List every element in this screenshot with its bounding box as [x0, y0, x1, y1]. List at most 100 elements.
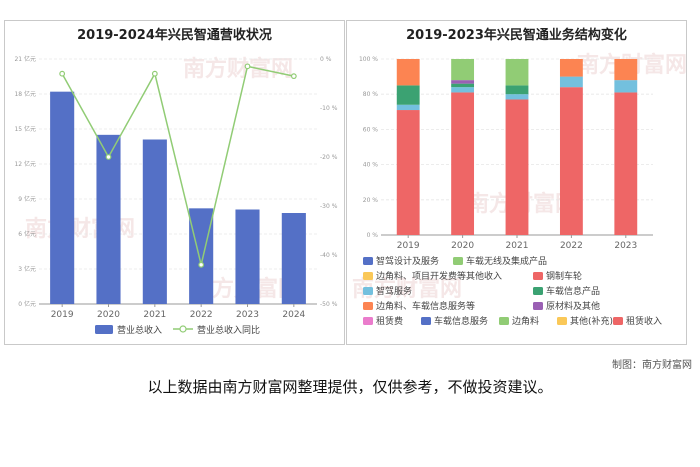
y-tick-label-left: 12 亿元: [14, 160, 36, 168]
legend-label: 租赁收入: [626, 315, 662, 327]
revenue-bar: [189, 208, 214, 304]
legend-label: 边角料、项目开发费等其他收入: [376, 270, 502, 282]
stack-segment: [505, 85, 529, 95]
stack-segment: [505, 94, 529, 100]
legend-label: 边角料: [512, 315, 539, 327]
stack-segment: [559, 87, 583, 235]
stack-segment: [505, 99, 529, 235]
legend-swatch: [363, 257, 373, 265]
legend-swatch: [363, 317, 373, 325]
yoy-point: [59, 70, 66, 77]
legend-label: 原材料及其他: [546, 300, 600, 312]
legend-label: 营业总收入同比: [197, 324, 260, 336]
revenue-chart-panel: 2019-2024年兴民智通营收状况 南方财富网 南方财富网 南方财富网 0 亿…: [4, 20, 345, 345]
x-tick-label: 2021: [506, 241, 529, 251]
y-tick-label-right: -40 %: [320, 252, 338, 259]
legend-swatch: [453, 257, 463, 265]
stack-segment: [451, 80, 475, 84]
legend-label: 车载无线及集成产品: [466, 255, 547, 267]
legend-swatch: [363, 272, 373, 280]
legend-swatch: [363, 287, 373, 295]
y-tick-label-right: 0 %: [320, 56, 332, 63]
disclaimer-text: 以上数据由南方财富网整理提供，仅供参考，不做投资建议。: [147, 378, 553, 396]
yoy-point: [151, 70, 158, 77]
stack-segment: [451, 87, 475, 93]
y-tick-label: 40 %: [363, 162, 379, 169]
stack-segment: [451, 59, 475, 81]
stack-segment: [396, 104, 420, 111]
y-tick-label-right: -30 %: [320, 203, 338, 210]
structure-chart-title: 2019-2023年兴民智通业务结构变化: [406, 28, 627, 43]
revenue-bar: [281, 213, 306, 304]
revenue-bar: [96, 134, 121, 304]
legend-swatch: [421, 317, 431, 325]
x-tick-label: 2020: [97, 310, 120, 320]
stack-segment: [559, 76, 583, 88]
y-tick-label: 80 %: [363, 91, 379, 98]
legend-swatch: [613, 317, 623, 325]
stack-segment: [505, 59, 529, 86]
y-tick-label: 0 %: [367, 232, 379, 239]
revenue-chart-svg: 0 亿元 3 亿元 6 亿元 9 亿元 12 亿元 15 亿元 18 亿元 21 亿元 0 % -…: [14, 55, 338, 336]
legend-label: 钢制车轮: [546, 270, 582, 282]
legend-label: 智驾设计及服务: [376, 255, 439, 267]
legend-swatch: [179, 325, 187, 333]
x-tick-label: 2023: [236, 310, 259, 320]
y-tick-label-right: -20 %: [320, 154, 338, 161]
legend-label: 租赁费: [376, 315, 403, 327]
stack-segment: [559, 59, 583, 77]
legend-swatch: [557, 317, 567, 325]
x-tick-label: 2024: [282, 310, 305, 320]
legend-label: 车载信息产品: [546, 285, 600, 297]
x-tick-label: 2020: [451, 241, 474, 251]
revenue-bar: [50, 91, 75, 305]
legend-swatch: [533, 272, 543, 280]
y-tick-label: 20 %: [363, 197, 379, 204]
y-tick-label-left: 6 亿元: [18, 230, 36, 238]
y-tick-label: 100 %: [359, 56, 378, 63]
x-tick-label: 2022: [560, 241, 583, 251]
stack-segment: [614, 59, 638, 81]
y-tick-label-left: 0 亿元: [18, 300, 36, 308]
yoy-point: [244, 63, 251, 70]
x-tick-label: 2023: [614, 241, 637, 251]
x-tick-label: 2021: [143, 310, 166, 320]
y-tick-label-right: -50 %: [320, 301, 338, 308]
revenue-bar: [142, 139, 167, 304]
x-tick-label: 2022: [190, 310, 213, 320]
yoy-line: [61, 65, 294, 265]
stack-segment: [614, 92, 638, 235]
yoy-point: [105, 154, 112, 160]
stack-segment: [451, 92, 475, 235]
y-tick-label: 60 %: [363, 126, 379, 133]
y-tick-label-left: 3 亿元: [18, 265, 36, 273]
stack-segment: [396, 59, 420, 86]
y-tick-label-left: 21 亿元: [14, 55, 36, 63]
y-tick-label-left: 9 亿元: [18, 195, 36, 203]
legend-label: 营业总收入: [117, 324, 162, 336]
y-tick-label-left: 15 亿元: [14, 125, 36, 133]
structure-chart-panel: 2019-2023年兴民智通业务结构变化 南方财富网 南方财富网 南方财富网 0…: [346, 20, 687, 345]
structure-chart-svg: 0 % 20 % 40 % 60 % 80 % 100 % 2019 2020 2021 2022…: [359, 56, 662, 327]
y-tick-label-right: -10 %: [320, 105, 338, 112]
stack-segment: [614, 80, 638, 93]
x-tick-label: 2019: [397, 241, 420, 251]
credit-text: 制图：南方财富网: [612, 360, 692, 371]
y-tick-label-left: 18 亿元: [14, 90, 36, 98]
yoy-point: [198, 261, 205, 268]
yoy-point: [290, 73, 297, 80]
legend-swatch: [533, 287, 543, 295]
stack-segment: [396, 85, 420, 105]
legend-swatch: [363, 302, 373, 310]
legend-swatch: [533, 302, 543, 310]
legend-swatch: [499, 317, 509, 325]
revenue-chart-title: 2019-2024年兴民智通营收状况: [77, 28, 272, 43]
revenue-bar: [235, 209, 260, 304]
legend-label: 其他(补充): [570, 315, 613, 327]
stack-segment: [396, 110, 420, 235]
stack-segment: [451, 83, 475, 88]
legend-label: 智驾服务: [376, 285, 412, 297]
legend-label: 车载信息服务: [434, 315, 488, 327]
x-tick-label: 2019: [51, 310, 74, 320]
legend-label: 边角料、车载信息服务等: [376, 300, 475, 312]
